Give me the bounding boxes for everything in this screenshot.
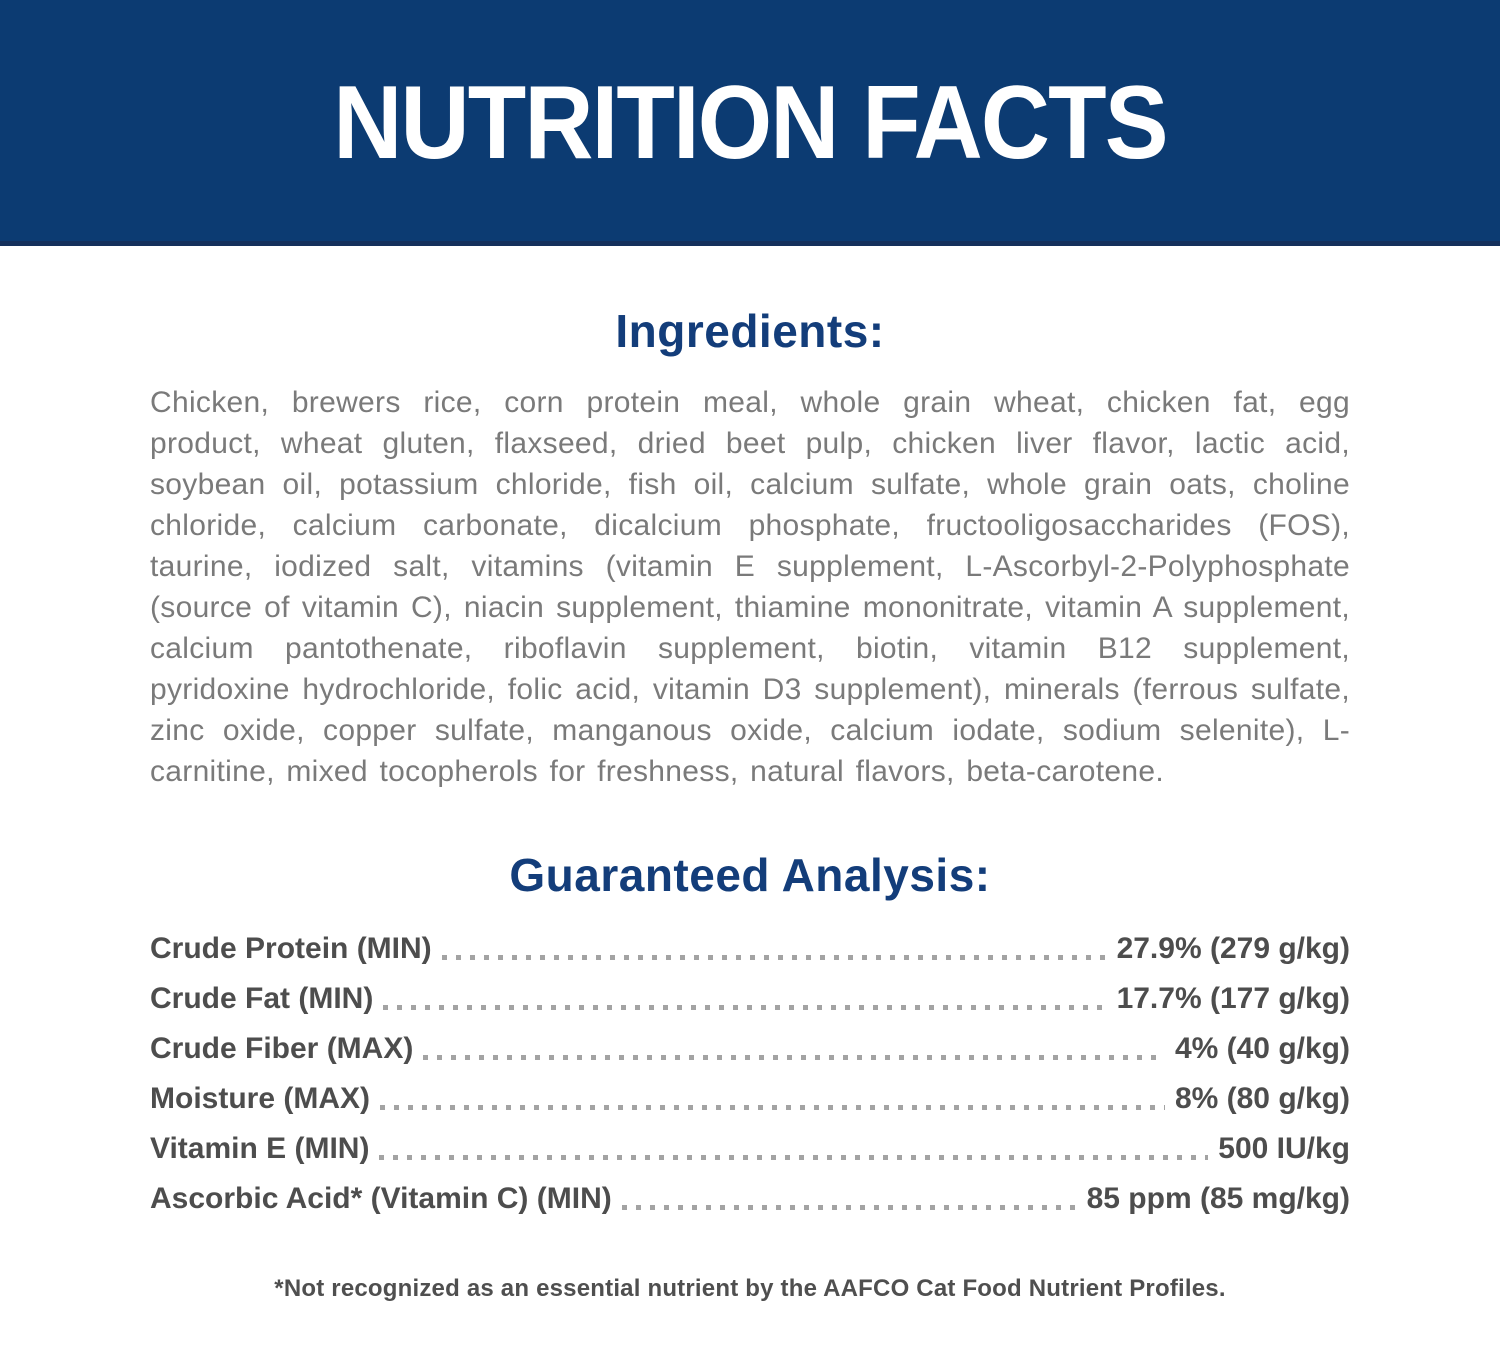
analysis-value: 8% (80 g/kg) [1174,1082,1350,1115]
dot-leader [621,1205,1077,1210]
dot-leader [423,1055,1165,1060]
guaranteed-analysis-heading: Guaranteed Analysis: [509,849,991,901]
analysis-label: Crude Fiber (MAX) [150,1032,414,1065]
analysis-value: 4% (40 g/kg) [1174,1032,1350,1065]
page-title: NUTRITION FACTS [333,65,1168,181]
dot-leader [379,1155,1209,1160]
analysis-row: Crude Fat (MIN) 17.7% (177 g/kg) [150,978,1350,1019]
footnote: *Not recognized as an essential nutrient… [274,1275,1226,1302]
analysis-value: 500 IU/kg [1218,1132,1350,1165]
guaranteed-analysis-table: Crude Protein (MIN) 27.9% (279 g/kg) Cru… [150,928,1350,1219]
analysis-row: Crude Protein (MIN) 27.9% (279 g/kg) [150,928,1350,969]
analysis-label: Moisture (MAX) [150,1082,370,1115]
analysis-value: 17.7% (177 g/kg) [1116,982,1350,1015]
analysis-row: Ascorbic Acid* (Vitamin C) (MIN) 85 ppm … [150,1178,1350,1219]
ingredients-text: Chicken, brewers rice, corn protein meal… [150,386,1350,788]
analysis-value: 27.9% (279 g/kg) [1116,932,1350,965]
dot-leader [380,1105,1165,1110]
analysis-row: Moisture (MAX) 8% (80 g/kg) [150,1078,1350,1119]
analysis-label: Vitamin E (MIN) [150,1132,370,1165]
content: Ingredients: Chicken, brewers rice, corn… [150,304,1350,1303]
analysis-row: Crude Fiber (MAX) 4% (40 g/kg) [150,1028,1350,1069]
ingredients-heading: Ingredients: [615,305,885,357]
dot-leader [441,955,1107,960]
analysis-label: Crude Protein (MIN) [150,932,432,965]
dot-leader [383,1005,1107,1010]
analysis-label: Ascorbic Acid* (Vitamin C) (MIN) [150,1182,612,1215]
banner: NUTRITION FACTS [0,0,1500,246]
analysis-row: Vitamin E (MIN) 500 IU/kg [150,1128,1350,1169]
analysis-value: 85 ppm (85 mg/kg) [1086,1182,1350,1215]
analysis-label: Crude Fat (MIN) [150,982,374,1015]
